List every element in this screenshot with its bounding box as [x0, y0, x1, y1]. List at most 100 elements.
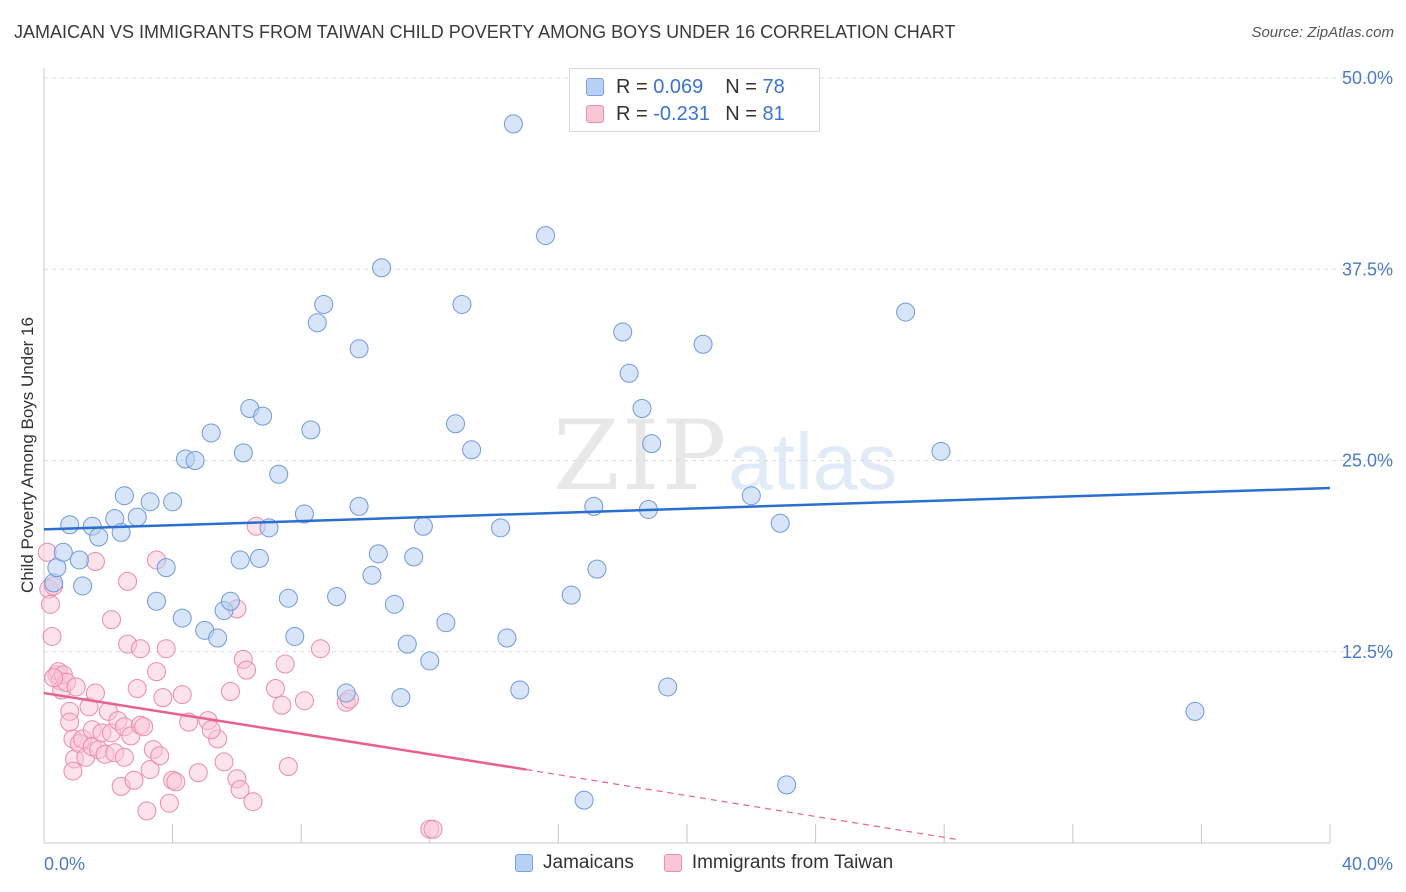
jamaicans-point — [349, 496, 369, 516]
jamaicans-point — [574, 790, 594, 810]
n-label: N = — [725, 75, 757, 98]
jamaicans-point — [1185, 701, 1205, 721]
jamaicans-point — [658, 677, 678, 697]
taiwan-point — [40, 594, 60, 614]
taiwan-point — [172, 685, 192, 705]
jamaicans-point — [896, 302, 916, 322]
jamaicans-point — [362, 565, 382, 585]
jamaicans-point — [561, 585, 581, 605]
n-label: N = — [725, 102, 757, 125]
jamaicans-point — [294, 504, 314, 524]
legend-label-taiwan: Immigrants from Taiwan — [691, 852, 894, 873]
taiwan-point — [124, 770, 144, 790]
y-axis-label: Child Poverty Among Boys Under 16 — [18, 317, 37, 593]
axes — [43, 68, 1331, 844]
jamaicans-point — [413, 516, 433, 536]
jamaicans-point — [253, 406, 273, 426]
jamaicans-point — [436, 613, 456, 633]
taiwan-point — [201, 720, 221, 740]
taiwan-point — [66, 677, 86, 697]
jamaicans-point — [278, 588, 298, 608]
jamaicans-point — [201, 423, 221, 443]
jamaicans-point — [230, 550, 250, 570]
taiwan-point — [140, 760, 160, 780]
jamaicans-point — [446, 414, 466, 434]
taiwan-point — [60, 712, 80, 732]
source-attribution: Source: ZipAtlas.com — [1251, 24, 1394, 41]
taiwan-point — [230, 779, 250, 799]
jamaicans-point — [114, 486, 134, 506]
jamaicans-point — [314, 294, 334, 314]
jamaicans-point — [391, 688, 411, 708]
taiwan-point — [294, 691, 314, 711]
r-value: 0.069 — [653, 75, 704, 98]
taiwan-point — [37, 542, 57, 562]
taiwan-point — [127, 678, 147, 698]
jamaicans-point — [73, 576, 93, 596]
jamaicans-point — [269, 464, 289, 484]
jamaicans-point — [613, 322, 633, 342]
jamaicans-point — [510, 680, 530, 700]
taiwan-point — [130, 639, 150, 659]
legend-item-jamaicans[interactable]: Jamaicans — [515, 852, 634, 874]
taiwan-point — [114, 747, 134, 767]
taiwan-point — [275, 654, 295, 674]
r-label: R = — [616, 75, 648, 98]
jamaicans-point — [503, 114, 523, 134]
jamaicans-point — [147, 591, 167, 611]
jamaicans-point — [127, 507, 147, 527]
jamaicans-point — [301, 420, 321, 440]
jamaicans-point — [397, 634, 417, 654]
jamaicans-point — [307, 313, 327, 333]
jamaicans-point — [69, 550, 89, 570]
jamaicans-point — [89, 527, 109, 547]
jamaicans-point — [491, 518, 511, 538]
series-jamaicans-points — [44, 114, 1205, 810]
y-tick-label: 50.0% — [1342, 68, 1393, 88]
taiwan-point — [85, 551, 105, 571]
r-value: -0.231 — [653, 102, 710, 125]
taiwan-point — [150, 746, 170, 766]
jamaicans-point — [172, 608, 192, 628]
taiwan-point — [188, 763, 208, 783]
jamaicans-point — [777, 775, 797, 795]
taiwan-point — [134, 717, 154, 737]
jamaicans-point — [497, 628, 517, 648]
taiwan-point — [237, 660, 257, 680]
taiwan-point — [153, 688, 173, 708]
jamaicans-point — [462, 440, 482, 460]
jamaicans-point — [44, 573, 64, 593]
y-tick-label: 37.5% — [1342, 259, 1393, 279]
jamaicans-point — [420, 651, 440, 671]
taiwan-point — [118, 571, 138, 591]
taiwan-swatch — [586, 105, 604, 123]
jamaicans-point — [208, 628, 228, 648]
x-tick-label: 40.0% — [1342, 854, 1393, 874]
taiwan-point — [220, 682, 240, 702]
legend-row-jamaicans: R = 0.069 N = 78 — [586, 75, 785, 99]
legend-row-taiwan: R = -0.231 N = 81 — [586, 102, 785, 126]
x-tick-label: 0.0% — [44, 854, 85, 874]
jamaicans-point — [384, 594, 404, 614]
jamaicans-point — [163, 492, 183, 512]
jamaicans-point — [368, 544, 388, 564]
legend-item-taiwan[interactable]: Immigrants from Taiwan — [663, 852, 894, 874]
jamaicans-point — [931, 441, 951, 461]
jamaicans-point — [741, 486, 761, 506]
jamaicans-swatch — [515, 854, 533, 872]
n-value: 81 — [762, 102, 785, 125]
taiwan-point — [310, 639, 330, 659]
taiwan-point — [44, 668, 64, 688]
taiwan-point — [166, 772, 186, 792]
taiwan-point — [272, 695, 292, 715]
jamaicans-point — [642, 434, 662, 454]
tick-labels: 12.5% 25.0% 37.5% 50.0% 0.0% 40.0% — [44, 68, 1393, 874]
jamaicans-point — [536, 226, 556, 246]
jamaicans-point — [452, 294, 472, 314]
taiwan-point — [278, 757, 298, 776]
jamaicans-point — [587, 559, 607, 579]
series-legend: Jamaicans Immigrants from Taiwan — [515, 852, 923, 874]
taiwan-point — [265, 678, 285, 698]
n-value: 78 — [762, 75, 785, 98]
taiwan-point — [42, 626, 62, 646]
